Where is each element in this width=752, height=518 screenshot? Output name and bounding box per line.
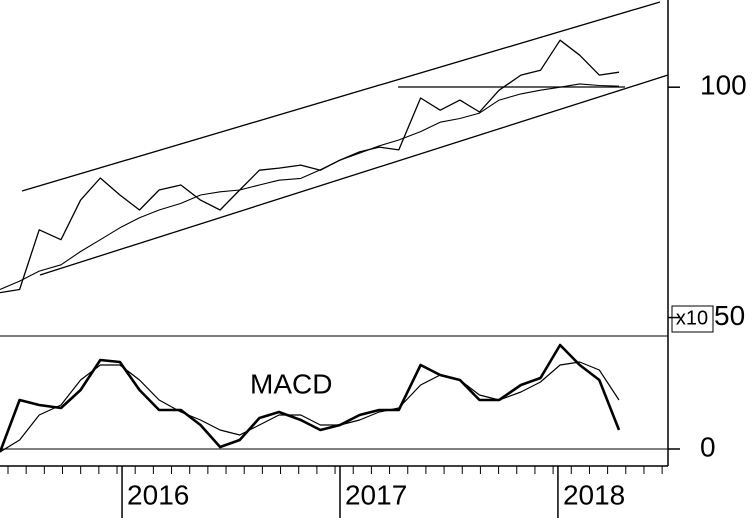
trend-line xyxy=(39,74,669,276)
y-tick-label: 0 xyxy=(700,431,716,462)
y-tick-label: 50 xyxy=(714,300,745,331)
series-line xyxy=(0,361,620,453)
x-tick-label: 2018 xyxy=(563,479,625,510)
series-line xyxy=(0,343,621,453)
annotation: MACD xyxy=(250,368,332,399)
trend-line xyxy=(21,1,661,192)
axis-multiplier: x10 xyxy=(676,307,708,329)
series-line xyxy=(0,83,620,291)
y-tick-label: 100 xyxy=(700,70,747,101)
x-tick-label: 2016 xyxy=(127,479,189,510)
multiplier-box xyxy=(671,305,714,333)
x-tick-label: 2017 xyxy=(345,479,407,510)
series-line xyxy=(0,39,620,294)
